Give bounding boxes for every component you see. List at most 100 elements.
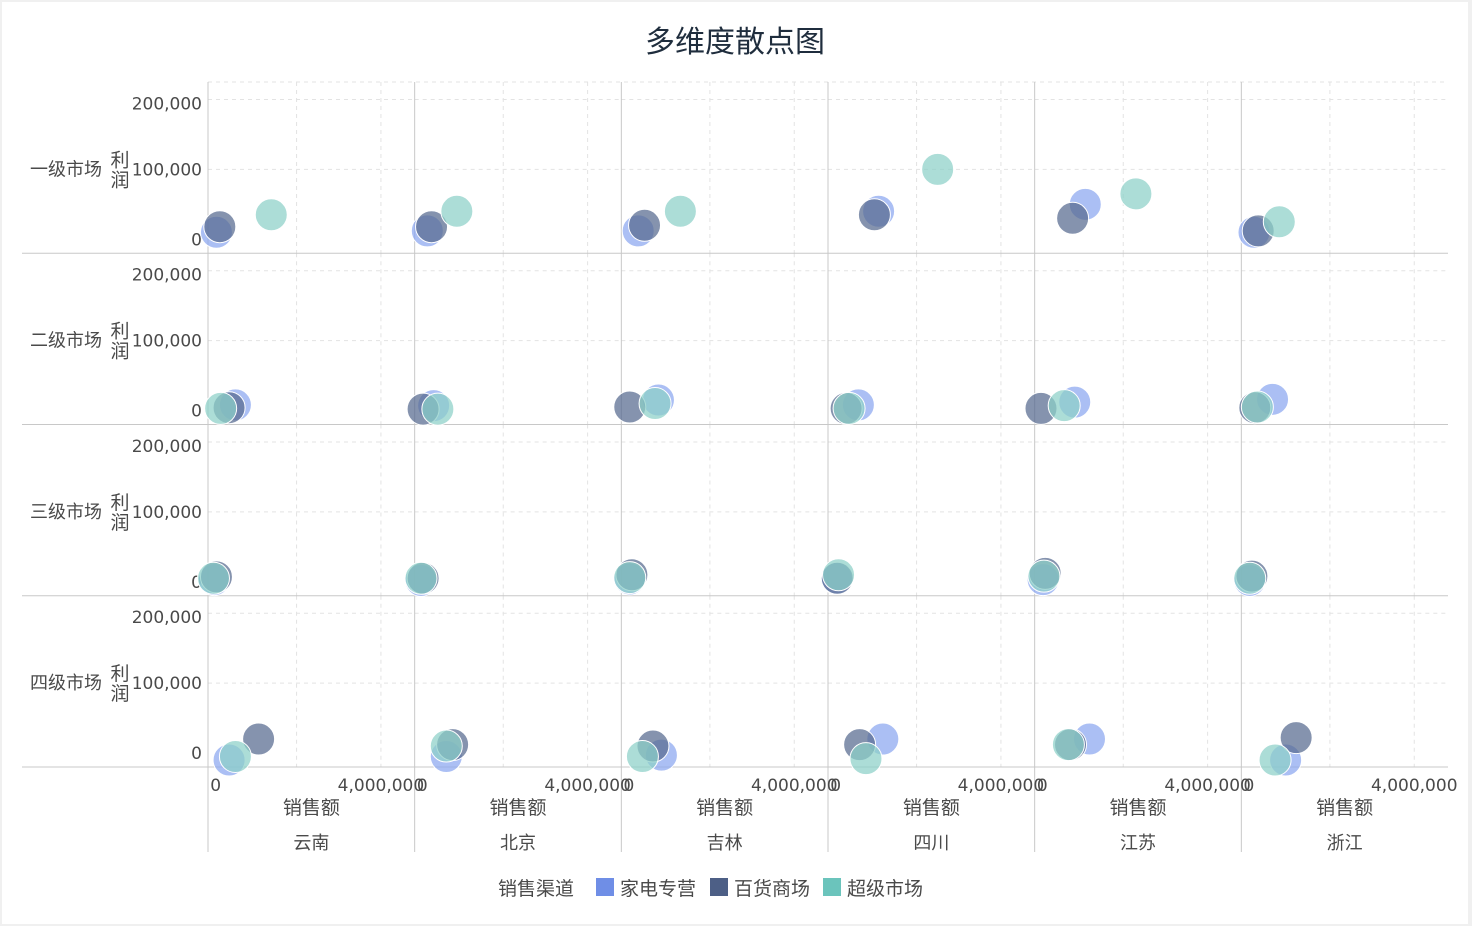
y-tick-label: 100,000 <box>132 332 202 352</box>
y-axis-title-char: 润 <box>110 512 129 534</box>
y-tick-label: 0 <box>191 744 202 764</box>
y-axis-title-char: 利 <box>110 321 129 343</box>
data-point <box>242 722 276 756</box>
x-axis-title: 销售额 <box>696 797 753 819</box>
data-point <box>822 558 856 592</box>
y-axis-title-char: 润 <box>110 683 129 705</box>
x-tick-label: 4,000,000 <box>958 776 1045 796</box>
y-axis-title-char: 润 <box>110 341 129 363</box>
legend-swatch <box>710 878 728 896</box>
y-tick-label: 100,000 <box>132 160 202 180</box>
row-label: 四级市场 <box>30 673 102 694</box>
data-point <box>857 198 891 232</box>
x-tick-label: 4,000,000 <box>1371 776 1458 796</box>
x-tick-label: 0 <box>1244 776 1255 796</box>
data-point <box>440 194 474 228</box>
y-axis-title-char: 利 <box>110 492 129 514</box>
legend-label: 超级市场 <box>847 878 923 900</box>
data-point <box>196 561 230 595</box>
legend-swatch <box>596 878 614 896</box>
chart-title: 多维度散点图 <box>645 25 825 60</box>
data-point <box>1258 743 1292 777</box>
x-tick-label: 4,000,000 <box>751 776 838 796</box>
y-tick-label: 200,000 <box>132 437 202 457</box>
y-axis-title: 利润 <box>110 663 129 705</box>
y-axis-title-char: 利 <box>110 663 129 685</box>
row-label: 三级市场 <box>30 502 102 523</box>
y-axis-labels: 0 100,000 200,000 0 100,000 200,000 0 100,000 20… <box>132 94 202 764</box>
x-axis-title: 销售额 <box>1109 797 1166 819</box>
x-tick-label: 0 <box>1037 776 1048 796</box>
y-tick-label: 200,000 <box>132 94 202 114</box>
column-label: 云南 <box>293 833 329 854</box>
data-point <box>638 387 672 421</box>
y-axis-title-char: 利 <box>110 149 129 171</box>
data-point <box>404 561 438 595</box>
data-point <box>429 729 463 763</box>
legend: 销售渠道 家电专营 百货商场 超级市场 <box>498 878 923 900</box>
x-axis-title: 销售额 <box>489 797 546 819</box>
y-tick-label: 200,000 <box>132 266 202 286</box>
x-tick-label: 0 <box>830 776 841 796</box>
y-tick-label: 0 <box>191 230 202 250</box>
x-tick-label: 4,000,000 <box>1164 776 1251 796</box>
row-label: 二级市场 <box>30 331 102 352</box>
row-label: 一级市场 <box>30 159 102 180</box>
data-point <box>625 740 659 774</box>
data-point <box>1240 390 1274 424</box>
data-point <box>832 391 866 425</box>
y-axis-title: 利润 <box>110 492 129 534</box>
data-point <box>849 742 883 776</box>
y-tick-label: 200,000 <box>132 608 202 628</box>
column-label: 江苏 <box>1120 833 1156 854</box>
x-tick-label: 0 <box>210 776 221 796</box>
points-layer <box>196 152 1313 777</box>
column-label: 四川 <box>913 833 949 854</box>
data-point <box>1051 728 1085 762</box>
data-point <box>663 194 697 228</box>
data-point <box>1262 205 1296 239</box>
x-axis-title: 销售额 <box>283 797 340 819</box>
legend-label: 家电专营 <box>620 878 696 900</box>
x-tick-label: 0 <box>624 776 635 796</box>
data-point <box>415 210 449 244</box>
column-label: 北京 <box>500 833 536 854</box>
data-point <box>254 198 288 232</box>
y-axis-title-char: 润 <box>110 169 129 191</box>
data-point <box>1047 389 1081 423</box>
legend-swatch <box>823 878 841 896</box>
data-point <box>204 391 238 425</box>
x-axis-title: 销售额 <box>903 797 960 819</box>
x-tick-label: 4,000,000 <box>338 776 425 796</box>
column-label: 浙江 <box>1327 833 1363 854</box>
y-axis-title: 利润 <box>110 321 129 363</box>
data-point <box>1056 201 1090 235</box>
data-point <box>628 208 662 242</box>
y-axis-title: 利润 <box>110 149 129 191</box>
data-point <box>1279 721 1313 755</box>
x-tick-label: 0 <box>417 776 428 796</box>
legend-label: 百货商场 <box>734 878 810 900</box>
column-label: 吉林 <box>707 833 743 854</box>
data-point <box>421 392 455 426</box>
y-tick-label: 100,000 <box>132 674 202 694</box>
data-point <box>1119 177 1153 211</box>
data-point <box>1027 559 1061 593</box>
data-point <box>921 152 955 186</box>
data-point <box>218 740 252 774</box>
data-point <box>203 210 237 244</box>
y-tick-label: 100,000 <box>132 503 202 523</box>
data-point <box>613 561 647 595</box>
x-axis-title: 销售额 <box>1316 797 1373 819</box>
x-tick-label: 4,000,000 <box>544 776 631 796</box>
data-point <box>1233 561 1267 595</box>
facet-separators <box>22 82 1448 852</box>
legend-title: 销售渠道 <box>498 878 574 900</box>
y-tick-label: 0 <box>191 573 202 593</box>
column-labels: 云南 北京 吉林 四川 江苏 浙江 <box>293 833 1362 854</box>
y-tick-label: 0 <box>191 402 202 422</box>
